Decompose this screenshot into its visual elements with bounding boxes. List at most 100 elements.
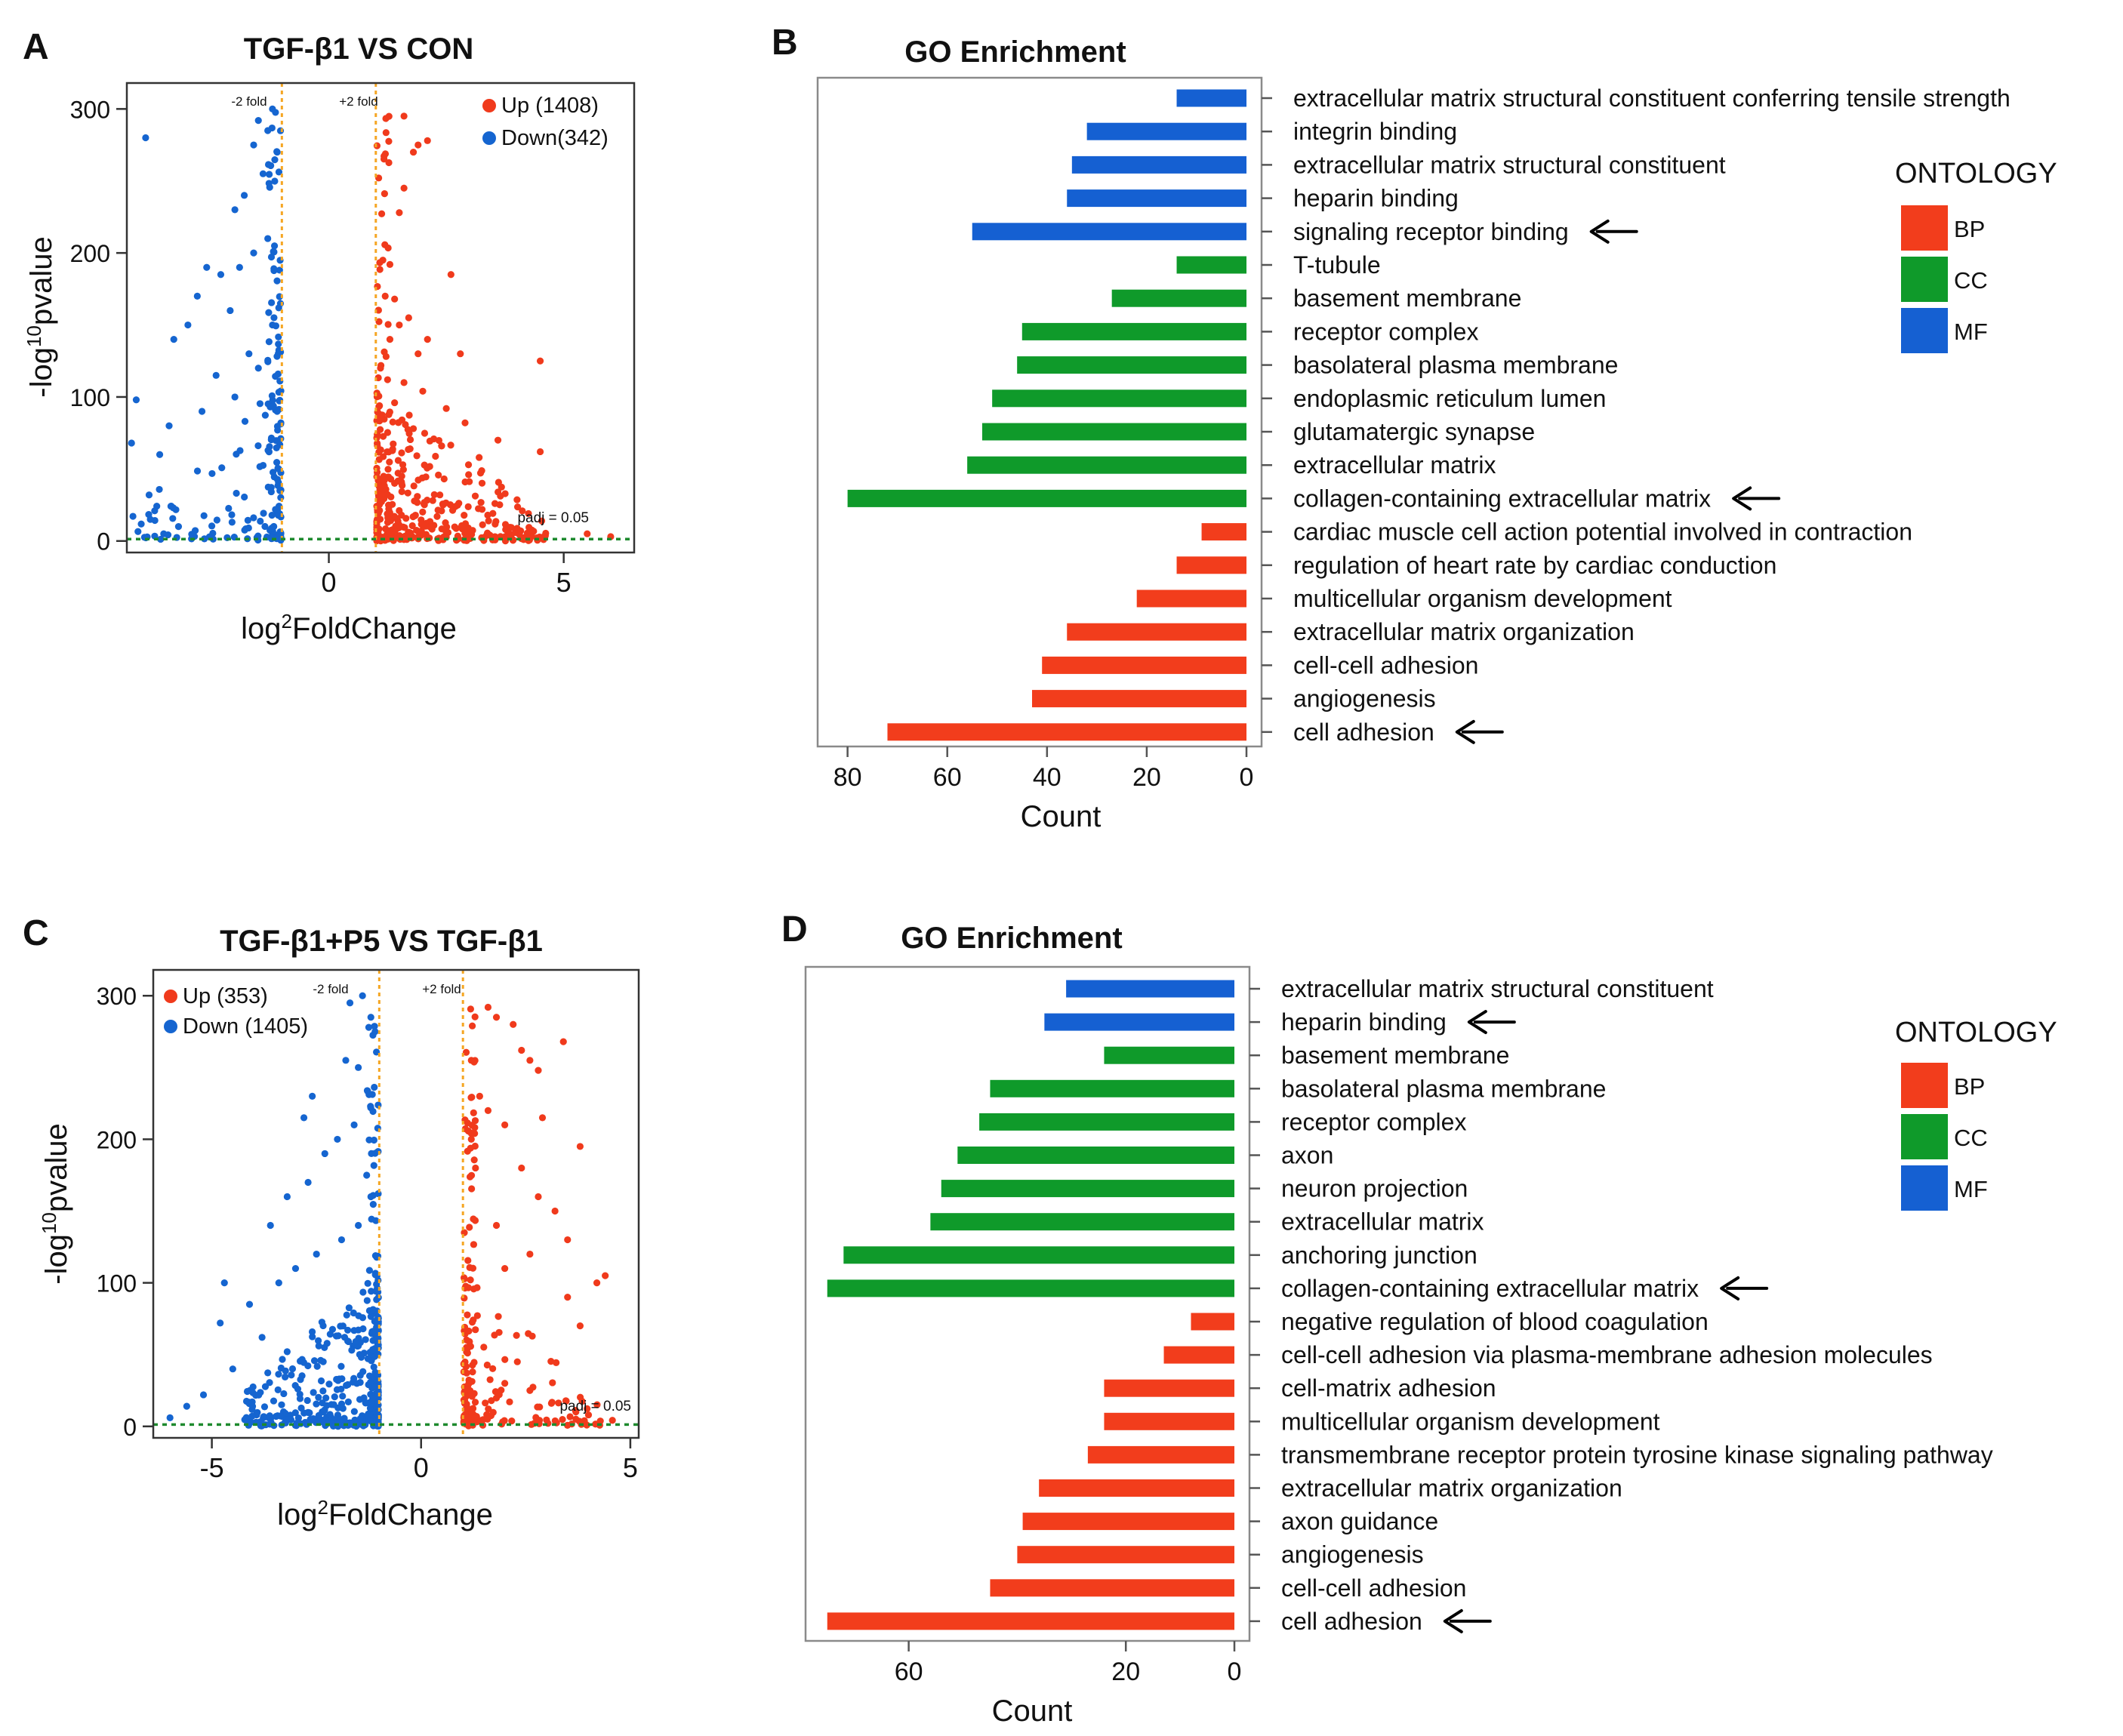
down-gene-point [365,1372,374,1380]
up-gene-point [519,507,526,515]
up-gene-point [551,1417,559,1425]
down-gene-point [218,464,226,472]
down-gene-point [229,1365,236,1373]
down-gene-point [156,451,164,458]
down-gene-point [350,1327,358,1334]
down-gene-point [339,1393,347,1400]
up-gene-point [482,1399,489,1407]
up-gene-point [384,321,392,328]
down-gene-point [368,1091,376,1098]
up-gene-point [433,512,441,520]
down-gene-point [225,504,233,512]
go-d-legend-title: ONTOLOGY [1895,1017,2057,1048]
down-gene-point [372,1217,380,1224]
go-bar-cc [957,1147,1234,1164]
up-gene-point [471,1399,479,1406]
down-gene-point [272,506,279,513]
down-gene-point [268,392,276,399]
down-gene-point [359,1368,367,1375]
down-gene-point [208,522,216,530]
go-bar-bp [1042,656,1246,674]
go-bar-mf [1044,1013,1234,1031]
up-gene-point [461,512,468,519]
down-gene-point [370,1162,377,1169]
down-gene-point [333,1386,341,1393]
up-gene-point [442,528,450,535]
go-d-plot-area [827,980,1234,1630]
down-gene-point [233,489,240,497]
down-gene-point [371,1383,379,1391]
down-gene-point [264,161,273,168]
up-gene-point [492,1014,501,1021]
volcano-a-frame [125,82,636,554]
go-bar-cc [992,389,1246,408]
up-gene-point [479,521,486,528]
up-gene-point [377,415,384,423]
up-gene-point [400,112,408,120]
up-gene-point [484,1415,491,1423]
volcano-a-padj-label: padj = 0.05 [517,510,589,526]
up-gene-point [418,474,426,482]
down-gene-point [315,1337,322,1344]
up-gene-point [547,1399,555,1407]
up-gene-point [513,1358,521,1365]
down-gene-point [243,1387,251,1396]
down-gene-point [241,526,248,534]
up-gene-point [528,1332,536,1340]
up-gene-point [476,1092,483,1100]
down-gene-point [250,514,257,522]
down-gene-point [208,469,216,478]
down-gene-point [343,1311,350,1319]
up-gene-point [382,129,390,137]
up-gene-point [562,1397,570,1405]
up-gene-point [384,376,391,383]
down-gene-point [270,266,278,275]
down-gene-point [321,1344,328,1351]
up-gene-point [470,1156,478,1164]
up-gene-point [375,456,383,463]
up-gene-point [464,535,472,543]
go-term-label: heparin binding [1293,185,1459,212]
go-term-label: extracellular matrix structural constitu… [1293,151,1726,178]
go-d-x-axis-label: Count [992,1694,1073,1728]
go-term-label: axon guidance [1281,1508,1438,1535]
down-gene-point [200,512,208,519]
down-gene-point [217,1319,224,1327]
up-gene-point [419,387,427,395]
down-gene-point [310,1389,317,1396]
down-gene-point [342,1057,350,1064]
down-gene-point [277,494,285,501]
up-gene-point [424,336,431,343]
up-gene-point [375,174,383,182]
volcano-a-title: TGF-β1 VS CON [244,32,473,66]
go-bar-cc [847,489,1246,507]
up-gene-point [418,527,425,534]
down-gene-point [275,465,282,473]
up-gene-point [467,1276,474,1284]
y-tick-label: 100 [70,384,110,411]
up-gene-point [424,137,431,144]
down-gene-point [280,1390,288,1398]
up-gene-point [426,518,434,525]
up-gene-point [555,1399,562,1407]
up-gene-point [391,527,399,534]
up-gene-point [501,1356,509,1363]
up-gene-point [528,1421,535,1428]
up-gene-point [470,1316,477,1324]
down-gene-point [330,1401,337,1408]
go-term-label: extracellular matrix [1281,1208,1484,1236]
go-bar-bp [1191,1313,1234,1331]
down-gene-point [273,476,282,483]
down-gene-point [250,141,257,149]
up-gene-point [381,476,388,484]
down-gene-point [268,299,276,306]
panel-letter-a: A [23,27,49,67]
down-gene-point [372,1288,380,1295]
down-gene-point [315,1342,322,1350]
up-gene-point [373,142,381,149]
go-term-label: endoplasmic reticulum lumen [1293,385,1606,412]
down-gene-point [334,1135,341,1143]
down-gene-point [255,1391,263,1399]
up-gene-point [472,1326,479,1334]
legend-bp-swatch [1901,1063,1948,1108]
